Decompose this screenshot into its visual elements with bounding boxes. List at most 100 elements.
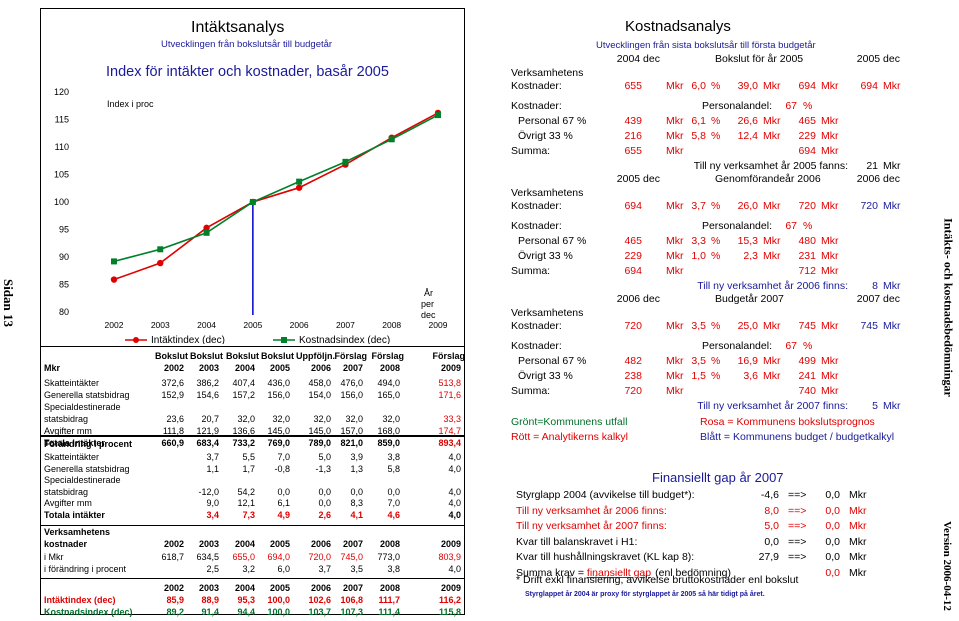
row-label: Specialdestinerade xyxy=(44,402,121,412)
kostnad-point xyxy=(388,136,395,143)
summa-label: Summa: xyxy=(511,265,551,277)
period-title: Bokslut för år 2005 xyxy=(715,53,804,65)
table-cell: 372,6 xyxy=(161,378,184,388)
unit-pct: % xyxy=(711,370,721,382)
row-pct: 1,0 xyxy=(691,250,706,262)
unit-mkr: Mkr xyxy=(666,370,684,382)
chart-legend: Intäktindex (dec) Kostnadsindex (dec) xyxy=(125,335,390,344)
table-cell: 89,2 xyxy=(166,607,184,617)
table-cell: -0,8 xyxy=(274,463,290,474)
table-cell: 32,0 xyxy=(237,414,255,424)
row-pct: 6,1 xyxy=(691,115,706,127)
column-year: 2003 xyxy=(198,363,219,373)
row-label: statsbidrag xyxy=(44,414,89,424)
unit-mkr: Mkr xyxy=(821,265,839,277)
unit-mkr: Mkr xyxy=(666,200,684,212)
row-label: Kostnadsindex (dec) xyxy=(44,607,133,617)
x-unit-label-1: År xyxy=(424,288,433,298)
kostnad-pct: 6,0 xyxy=(691,80,706,92)
intaktsanalys-panel: Intäktsanalys Utvecklingen från boksluts… xyxy=(40,8,465,617)
table-cell: 7,3 xyxy=(242,509,255,520)
column-year: 2005 xyxy=(269,539,290,549)
row-label: Totala intäkter xyxy=(44,509,105,520)
legend-kostnad: Kostnadsindex (dec) xyxy=(299,335,390,344)
personalandel-label: Personalandel: xyxy=(701,100,772,112)
ny-verksamhet-label: Till ny verksamhet år 2007 finns: xyxy=(697,400,848,412)
ny-verksamhet-label: Till ny verksamhet år 2006 finns: xyxy=(697,280,848,292)
personalandel-value: 67 xyxy=(785,100,797,112)
period-from: 2004 dec xyxy=(616,53,660,65)
unit-pct: % xyxy=(711,130,721,142)
period-to: 2006 dec xyxy=(856,173,900,185)
table-cell: 85,9 xyxy=(166,595,184,605)
period-to: 2005 dec xyxy=(856,53,900,65)
unit-mkr: Mkr xyxy=(666,385,684,397)
gap-unit: Mkr xyxy=(849,489,867,501)
unit-pct: % xyxy=(711,355,721,367)
kostnad-to: 694 xyxy=(798,80,816,92)
table-cell: 1,1 xyxy=(206,463,219,474)
kostnad-series-line xyxy=(113,114,439,263)
index-chart: Index för intäkter och kostnader, basår … xyxy=(41,53,464,344)
chart-title: Index för intäkter och kostnader, basår … xyxy=(106,64,389,80)
row-from: 482 xyxy=(624,355,642,367)
table-cell: 100,0 xyxy=(267,595,290,605)
column-year: 2008 xyxy=(379,539,400,549)
y-tick-label: 105 xyxy=(54,170,69,180)
summa-from: 720 xyxy=(624,385,642,397)
unit-mkr: Mkr xyxy=(821,250,839,262)
intaktsanalys-subtitle: Utvecklingen från bokslutsår till budget… xyxy=(161,39,333,50)
table-cell: 116,2 xyxy=(438,595,461,605)
unit-pct: % xyxy=(711,115,721,127)
table-cell: 107,3 xyxy=(340,607,363,617)
y-tick-label: 95 xyxy=(59,225,69,235)
table-cell: 494,0 xyxy=(377,378,400,388)
x-tick-label: 2002 xyxy=(105,320,124,330)
table-cell: 3,2 xyxy=(242,564,255,574)
table-cell: 893,4 xyxy=(438,438,461,448)
column-year: 2008 xyxy=(379,363,400,373)
table-cell: 386,2 xyxy=(196,378,219,388)
row-from: 216 xyxy=(624,130,642,142)
personalandel-label: Personalandel: xyxy=(701,220,772,232)
gap-value-a: 0,0 xyxy=(764,535,779,548)
personal-label: Personal 67 % xyxy=(518,115,587,127)
section-title: Förändring i procent xyxy=(44,439,133,449)
row-from: 229 xyxy=(624,250,642,262)
x-tick-label: 2003 xyxy=(151,320,170,330)
section-title: Verksamhetens xyxy=(44,527,111,537)
row-from: 439 xyxy=(624,115,642,127)
gap-value-b: 0,0 xyxy=(825,489,840,501)
column-year: 2006 xyxy=(310,539,331,549)
row-to: 241 xyxy=(798,370,816,382)
table-cell: 803,9 xyxy=(438,552,461,562)
summa-krav-paren: (enl bedömning) xyxy=(655,566,732,579)
unit-mkr: Mkr xyxy=(821,235,839,247)
table-cell: 95,3 xyxy=(237,595,255,605)
column-year: 2003 xyxy=(198,583,219,593)
row-mkr: 2,3 xyxy=(743,250,758,262)
chart-ylabel: Index i proc xyxy=(107,99,154,109)
ovrigt-label: Övrigt 33 % xyxy=(518,130,573,142)
table-cell: 3,8 xyxy=(387,452,400,462)
kostnader-label: Kostnader: xyxy=(511,100,562,112)
unit-mkr: Mkr xyxy=(763,370,781,382)
table-cell: 106,8 xyxy=(340,595,363,605)
gap-row-label: Till ny verksamhet år 2006 finns: xyxy=(516,504,667,517)
column-year: 2002 xyxy=(163,363,184,373)
unit-mkr: Mkr xyxy=(821,80,839,92)
x-unit-label-2: per xyxy=(421,299,434,309)
row-label: Generella statsbidrag xyxy=(44,463,130,474)
table-cell: 111,7 xyxy=(378,595,400,605)
kostnad-right: 720 xyxy=(860,200,878,212)
finansiellt-gap-label: finansiellt gap xyxy=(586,566,652,579)
table-cell: 156,0 xyxy=(267,390,290,400)
gap-unit: Mkr xyxy=(849,551,867,563)
table-cell: 7,0 xyxy=(277,452,290,462)
unit-pct: % xyxy=(803,340,813,352)
column-header: Bokslut xyxy=(154,351,188,361)
summa-to: 712 xyxy=(798,265,816,277)
row-to: 499 xyxy=(798,355,816,367)
gap-unit: Mkr xyxy=(849,504,867,517)
column-header: Bokslut xyxy=(260,351,294,361)
